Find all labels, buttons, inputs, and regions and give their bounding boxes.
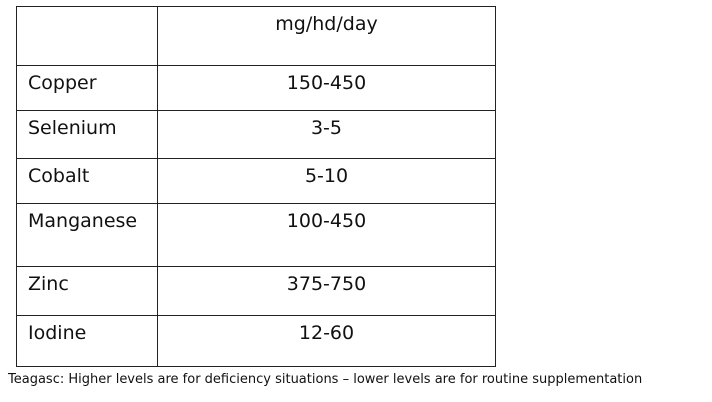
amount-cell: 375-750 — [157, 266, 496, 316]
amount-range: 375-750 — [286, 273, 367, 295]
header-row: mg/hd/day — [16, 6, 496, 66]
header-empty-cell — [16, 6, 158, 66]
mineral-name: Selenium — [28, 117, 117, 139]
mineral-name: Zinc — [28, 273, 69, 295]
table-body: mg/hd/day Copper 150-450 Selenium 3-5 Cobalt… — [16, 6, 496, 367]
amount-range: 5-10 — [304, 165, 349, 187]
trace-mineral-table: mg/hd/day Copper 150-450 Selenium 3-5 Cobalt… — [16, 6, 496, 367]
mineral-name: Copper — [28, 72, 97, 94]
mineral-cell: Cobalt — [16, 158, 158, 204]
table-row: Manganese 100-450 — [16, 203, 496, 267]
mineral-name: Cobalt — [28, 165, 90, 187]
header-text: mg/hd/day — [275, 13, 378, 35]
amount-cell: 100-450 — [157, 203, 496, 267]
table-row: Selenium 3-5 — [16, 110, 496, 159]
table-row: Iodine 12-60 — [16, 315, 496, 367]
mineral-name: Manganese — [28, 210, 138, 232]
caption: Teagasc: Higher levels are for deficienc… — [8, 372, 643, 387]
amount-cell: 12-60 — [157, 315, 496, 367]
mineral-cell: Selenium — [16, 110, 158, 159]
mineral-cell: Iodine — [16, 315, 158, 367]
amount-range: 12-60 — [298, 322, 355, 344]
header-cell: mg/hd/day — [157, 6, 496, 66]
table-row: Zinc 375-750 — [16, 266, 496, 316]
mineral-cell: Copper — [16, 65, 158, 111]
mineral-cell: Zinc — [16, 266, 158, 316]
mineral-name: Iodine — [28, 322, 87, 344]
mineral-cell: Manganese — [16, 203, 158, 267]
amount-range: 100-450 — [286, 210, 367, 232]
amount-range: 150-450 — [286, 72, 367, 94]
table-row: Cobalt 5-10 — [16, 158, 496, 204]
amount-range: 3-5 — [310, 117, 343, 139]
amount-cell: 3-5 — [157, 110, 496, 159]
table-row: Copper 150-450 — [16, 65, 496, 111]
amount-cell: 5-10 — [157, 158, 496, 204]
amount-cell: 150-450 — [157, 65, 496, 111]
